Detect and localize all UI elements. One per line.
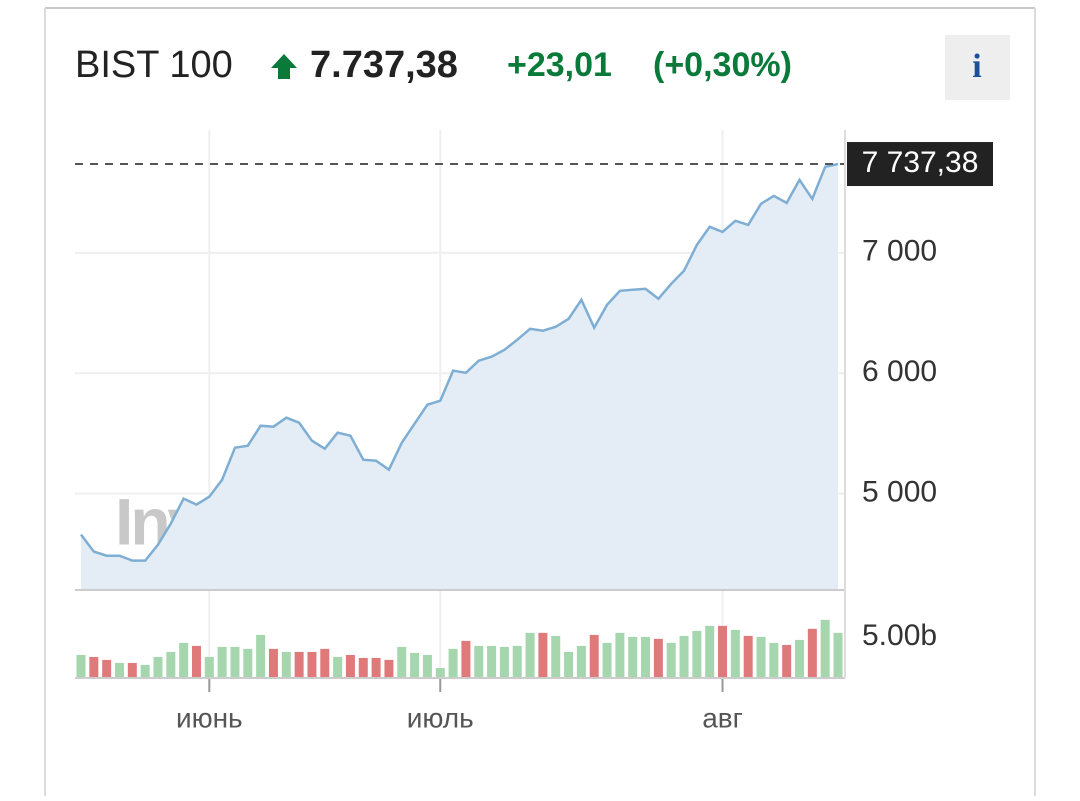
volume-bar: [217, 646, 227, 678]
price: 7.737,38: [310, 44, 458, 86]
volume-bar: [345, 654, 355, 678]
y2-tick-label: 5.00b: [862, 619, 937, 652]
volume-bar: [589, 634, 599, 678]
volume-bar: [692, 630, 702, 678]
volume-bar: [653, 638, 663, 678]
volume-bar: [666, 642, 676, 678]
volume-bar: [564, 651, 574, 678]
volume-bar: [179, 642, 189, 678]
volume-bar: [333, 656, 343, 678]
volume-bar: [191, 645, 201, 678]
volume-bar: [551, 635, 561, 678]
last-price-label: 7 737,38: [862, 146, 979, 179]
volume-bar: [756, 636, 766, 678]
volume-bar: [76, 654, 86, 678]
volume-bar: [487, 645, 497, 678]
volume-bar: [268, 648, 278, 678]
volume-bar: [230, 646, 240, 678]
volume-bar: [499, 646, 509, 678]
volume-bar: [474, 645, 484, 678]
volume-bar: [153, 656, 163, 678]
volume-bar: [166, 651, 176, 678]
volume-bar: [281, 651, 291, 678]
volume-bar: [807, 628, 817, 678]
volume-bar: [615, 632, 625, 678]
volume-bar: [833, 632, 843, 678]
volume-bar: [204, 656, 214, 678]
volume-bar: [127, 662, 137, 678]
x-tick-label: июнь: [176, 702, 243, 733]
y-tick-label: 5 000: [862, 476, 937, 509]
volume-bar: [320, 648, 330, 678]
volume-bar: [602, 642, 612, 678]
volume-bar: [435, 667, 445, 678]
volume-bar: [307, 651, 317, 678]
volume-bar: [461, 640, 471, 678]
volume-bar: [576, 645, 586, 678]
volume-bar: [102, 659, 112, 678]
volume-bar: [718, 625, 728, 678]
volume-bar: [820, 619, 830, 678]
volume-bar: [384, 659, 394, 678]
volume-bar: [89, 656, 99, 678]
volume-bar: [358, 657, 368, 678]
volume-bar: [243, 648, 253, 678]
volume-bar: [371, 657, 381, 678]
volume-bar: [730, 629, 740, 678]
info-button-bg[interactable]: [945, 35, 1010, 100]
volume-bar: [294, 651, 304, 678]
volume-bar: [769, 642, 779, 678]
volume-bar: [256, 634, 266, 678]
volume-bar: [422, 654, 432, 678]
volume-bar: [448, 648, 458, 678]
volume-bar: [628, 636, 638, 678]
up-arrow: [271, 54, 297, 79]
volume-bar: [538, 632, 548, 678]
volume-bar: [705, 625, 715, 678]
change: +23,01: [507, 46, 612, 84]
volume-bar: [525, 632, 535, 678]
volume-bar: [782, 644, 792, 678]
info-icon[interactable]: i: [972, 48, 981, 85]
y-tick-label: 7 000: [862, 235, 937, 268]
volume-bar: [410, 652, 420, 678]
change-pct: (+0,30%): [653, 46, 792, 84]
area: [81, 164, 838, 590]
last-price-box: [847, 142, 993, 187]
volume-bar: [397, 646, 407, 678]
chart-title: BIST 100: [75, 44, 233, 86]
y-tick-label: 6 000: [862, 355, 937, 388]
info-button[interactable]: i: [945, 35, 1010, 100]
volume-bar: [114, 662, 124, 678]
x-tick-label: авг: [702, 702, 743, 733]
volume-bar: [743, 635, 753, 678]
volume-bar: [641, 636, 651, 678]
volume-bar: [512, 645, 522, 678]
volume-bar: [795, 639, 805, 678]
line: [80, 162, 839, 562]
volume-bar: [679, 635, 689, 678]
x-tick-label: июль: [407, 702, 474, 733]
volume-bar: [140, 664, 150, 678]
